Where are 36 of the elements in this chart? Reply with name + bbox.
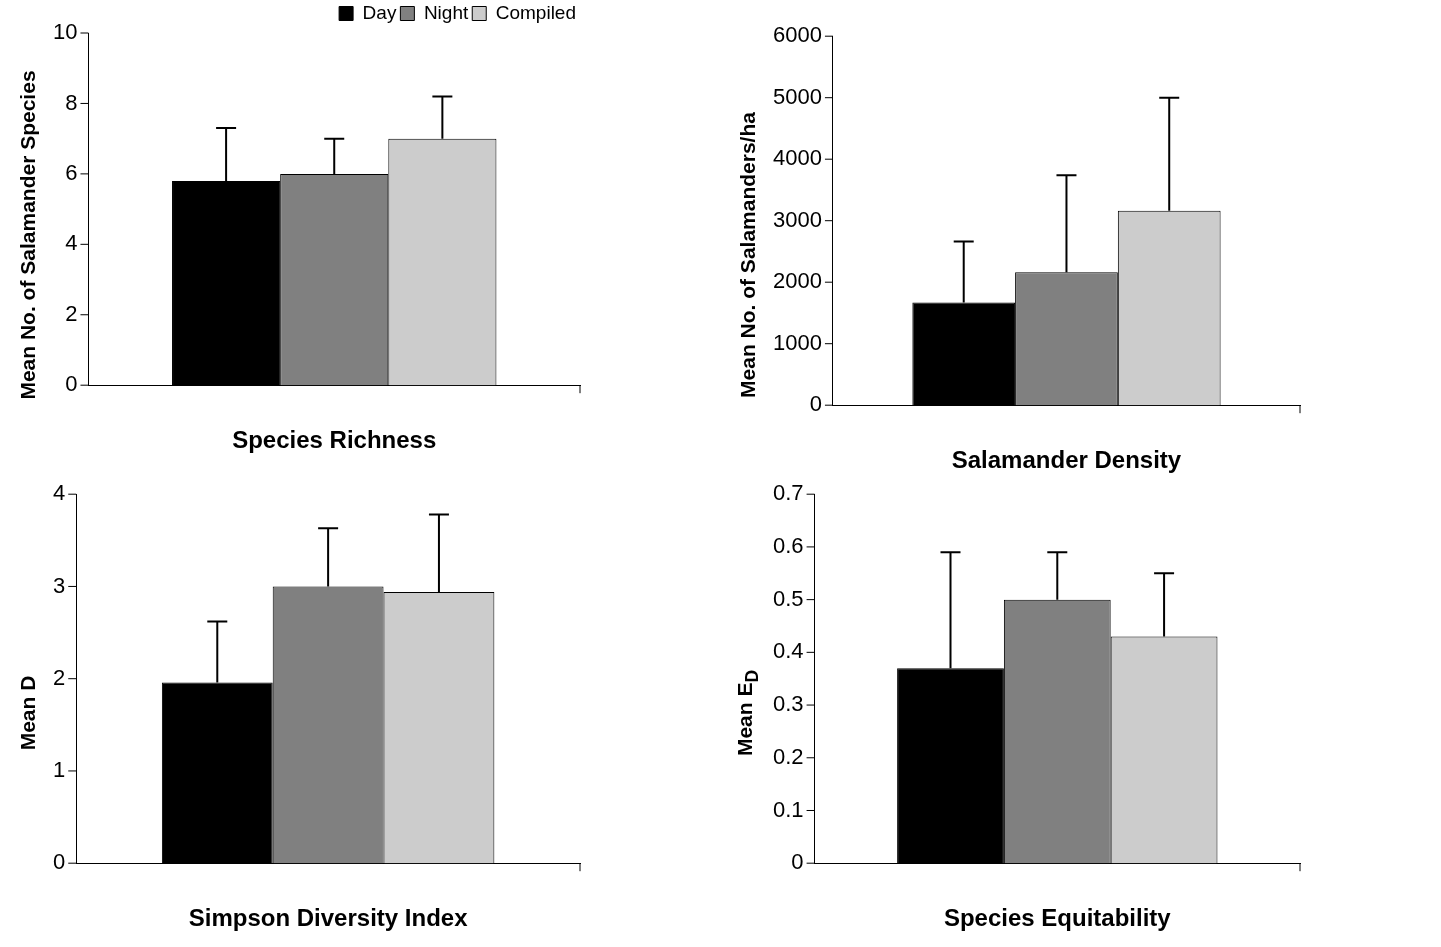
- y-tick-label: 3000: [772, 206, 822, 232]
- y-axis-title: Mean No. of Salamander Species: [16, 70, 40, 400]
- y-tick-label: 0: [791, 849, 804, 875]
- y-tick-label: 0.2: [772, 743, 804, 769]
- y-tick-label: 2000: [772, 268, 822, 294]
- y-tick-label: 6000: [772, 22, 822, 48]
- y-tick-label: 0.3: [772, 691, 804, 717]
- y-tick-label: 0: [65, 371, 78, 397]
- y-tick-label: 0: [809, 391, 822, 417]
- y-tick-label: 2: [52, 664, 66, 690]
- x-axis-title: Salamander Density: [951, 446, 1182, 474]
- y-tick-label: 0.7: [772, 480, 804, 506]
- x-axis-title: Simpson Diversity Index: [188, 904, 469, 932]
- y-axis-title: Mean D: [16, 675, 40, 751]
- legend-label: Day: [362, 1, 397, 23]
- y-tick-label: 5000: [772, 83, 822, 109]
- x-axis-title: Species Richness: [232, 426, 437, 454]
- y-tick-label: 0.5: [772, 585, 804, 611]
- y-tick-label: 4000: [772, 145, 822, 171]
- y-tick-label: 1000: [772, 329, 822, 355]
- legend-label: Night: [423, 1, 469, 23]
- y-tick-label: 1: [52, 757, 66, 783]
- y-tick-label: 4: [65, 230, 78, 256]
- y-tick-label: 0.4: [772, 638, 804, 664]
- y-tick-label: 10: [52, 19, 78, 45]
- y-tick-label: 6: [65, 159, 78, 185]
- y-tick-label: 0: [52, 849, 66, 875]
- y-tick-label: 8: [65, 89, 78, 115]
- legend-label: Compiled: [495, 1, 577, 23]
- y-tick-label: 0.1: [772, 796, 804, 822]
- x-axis-title: Species Equitability: [943, 904, 1172, 932]
- y-tick-label: 0.6: [772, 532, 804, 558]
- y-tick-label: 2: [65, 300, 78, 326]
- y-tick-label: 4: [52, 480, 66, 506]
- y-tick-label: 3: [52, 572, 66, 598]
- y-axis-title: Mean No. of Salamanders/ha: [736, 112, 760, 398]
